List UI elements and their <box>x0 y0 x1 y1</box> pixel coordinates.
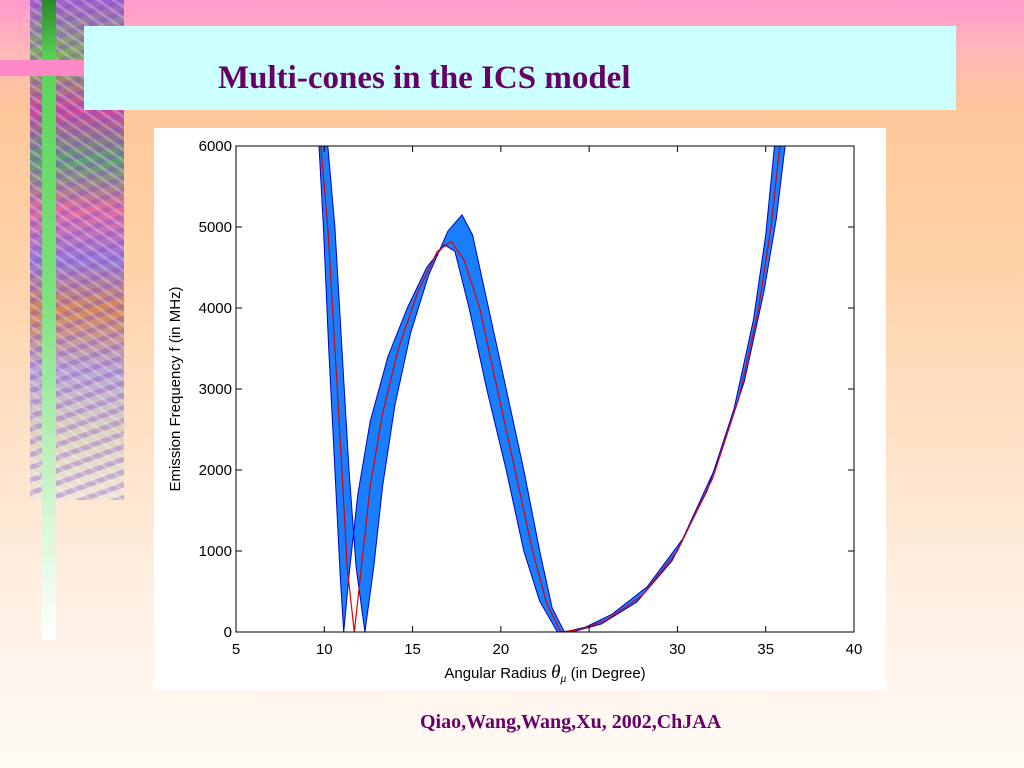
y-tick-label: 2000 <box>199 462 232 479</box>
x-tick-label: 25 <box>581 641 598 658</box>
y-tick-label: 6000 <box>199 138 232 155</box>
band-upper-edge <box>327 146 786 632</box>
chart-svg: 5 10 15 20 25 30 35 40 0 1000 2000 3000 4000 5000 6000… <box>167 138 863 685</box>
center-line <box>320 146 781 632</box>
x-axis-label-symbol: θ <box>551 662 560 683</box>
band-layer <box>318 146 786 632</box>
y-axis-label: Emission Frequency f (in MHz) <box>167 286 184 491</box>
x-axis-label-subscript: μ <box>559 671 566 685</box>
x-tick-label: 15 <box>404 641 421 658</box>
x-tick-label: 30 <box>669 641 686 658</box>
tick-layer: 5 10 15 20 25 30 35 40 0 1000 2000 3000 4000 5000 6000 <box>199 138 863 658</box>
decorative-green-bar <box>42 0 56 640</box>
y-tick-label: 3000 <box>199 381 232 398</box>
x-tick-label: 10 <box>316 641 333 658</box>
y-tick-label: 5000 <box>199 219 232 236</box>
x-tick-label: 5 <box>232 641 240 658</box>
decorative-pink-bar <box>0 60 86 76</box>
x-axis-label-text: Angular Radius <box>444 665 547 682</box>
citation: Qiao,Wang,Wang,Xu, 2002,ChJAA <box>420 711 722 733</box>
x-axis-label-suffix: (in Degree) <box>571 665 646 682</box>
y-tick-label: 4000 <box>199 300 232 317</box>
x-tick-label: 40 <box>846 641 863 658</box>
x-tick-label: 20 <box>493 641 510 658</box>
title-box <box>84 26 956 110</box>
slide-title: Multi-cones in the ICS model <box>218 60 631 96</box>
x-tick-label: 35 <box>757 641 774 658</box>
top-decorative-band <box>0 0 1024 26</box>
chart-figure: 5 10 15 20 25 30 35 40 0 1000 2000 3000 4000 5000 6000… <box>154 128 886 690</box>
x-axis-label: Angular Radius θμ (in Degree) <box>444 662 645 685</box>
band-fill <box>319 146 786 632</box>
y-tick-label: 0 <box>224 624 232 641</box>
y-tick-label: 1000 <box>199 543 232 560</box>
